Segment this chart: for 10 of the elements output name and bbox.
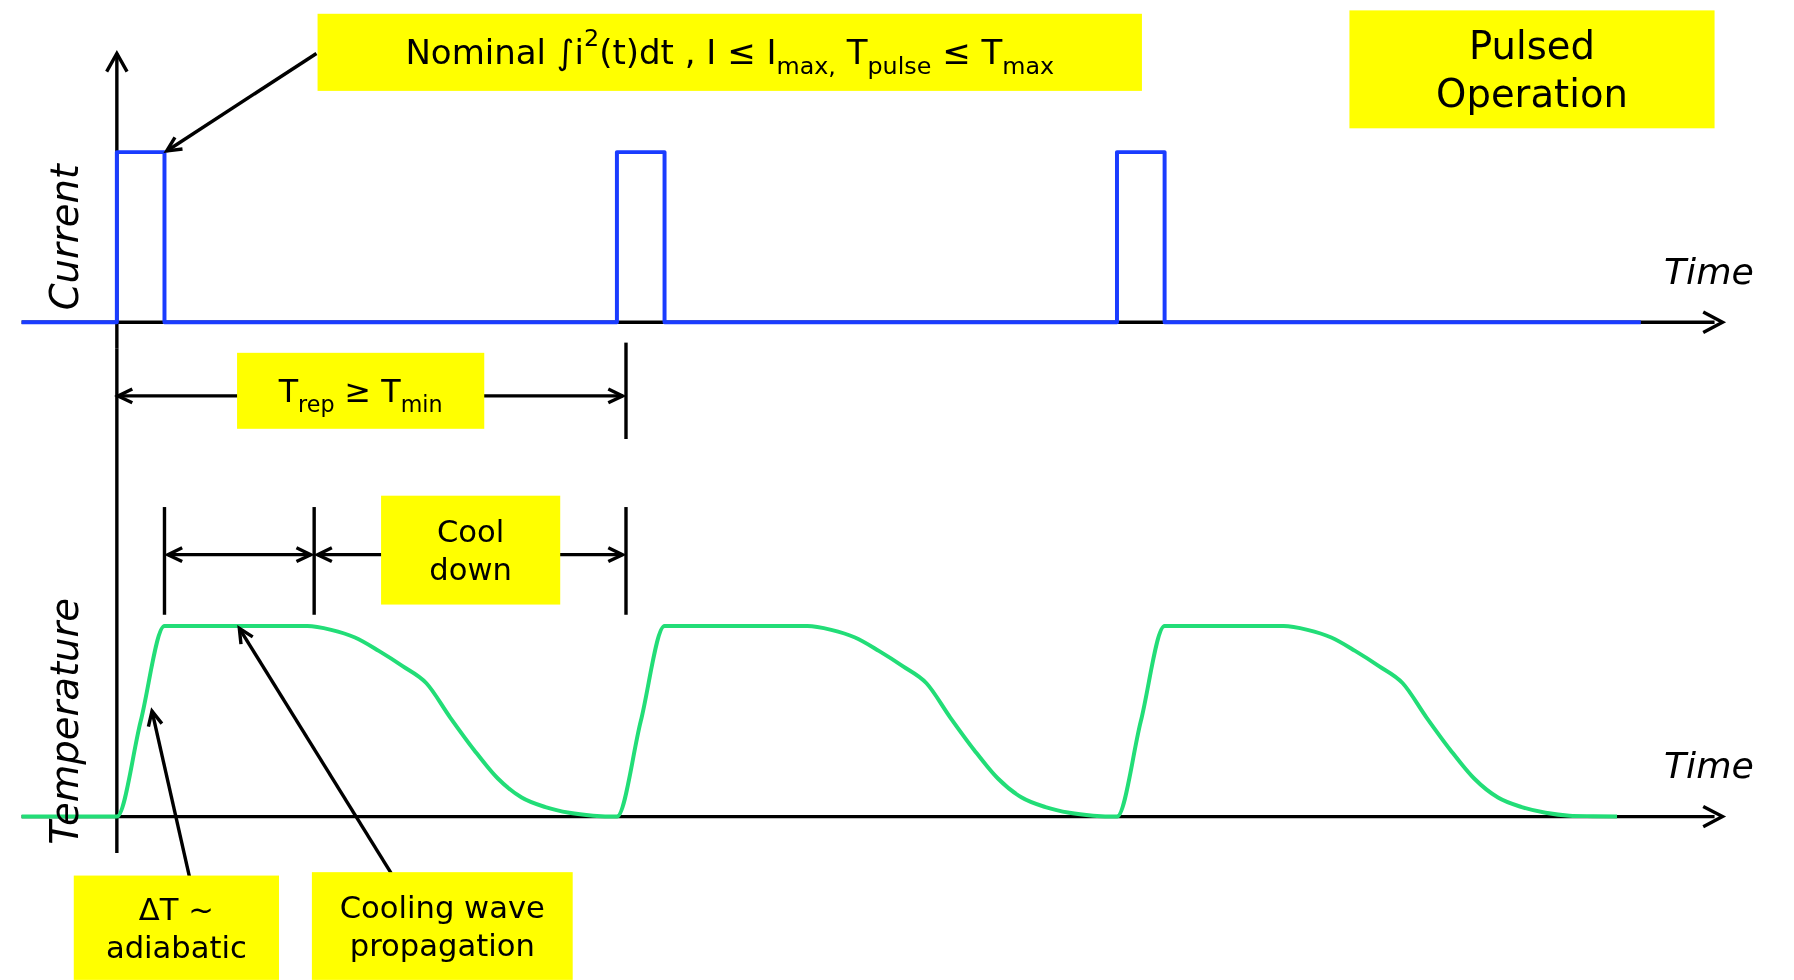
text: ΔT ~ adiabatic xyxy=(105,891,247,965)
chart-title: Pulsed Operation xyxy=(1436,22,1628,116)
y-axis-title: Temperature xyxy=(42,597,88,845)
x-axis-title: Time xyxy=(1663,249,1754,293)
text: Nominal ∫i$^{2}$(t)dt , I ≤ I$_{max,}$ T$_{pulse}$ ≤ T$_{max}$ xyxy=(405,24,1055,81)
text: Cooling wave propagation xyxy=(339,889,545,963)
y-axis-title: Current xyxy=(42,162,88,311)
text: Cool down xyxy=(429,513,512,587)
text: T$_{rep}$ ≥ T$_{min}$ xyxy=(277,372,443,417)
x-axis-title: Time xyxy=(1663,744,1754,788)
